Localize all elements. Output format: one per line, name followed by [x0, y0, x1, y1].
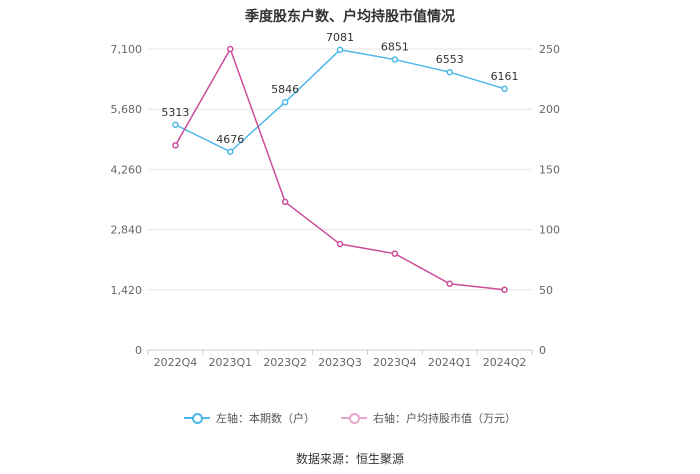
- left-series-point: [501, 85, 508, 93]
- data-label: 4676: [216, 133, 244, 146]
- data-label: 5313: [161, 106, 189, 119]
- y-left-tick-label: 5,680: [111, 103, 143, 116]
- y-left-tick-label: 7,100: [111, 43, 143, 56]
- left-series-point: [336, 46, 344, 54]
- right-series-point: [391, 250, 399, 257]
- data-label: 5846: [271, 83, 299, 96]
- y-left-tick-label: 1,420: [111, 284, 143, 297]
- legend-left-label: 左轴：本期数（户）: [216, 412, 315, 425]
- y-right-tick-label: 200: [539, 103, 560, 116]
- y-right-tick-label: 50: [539, 284, 553, 297]
- left-series-point: [227, 148, 234, 156]
- right-series-point: [281, 198, 289, 206]
- x-tick-label: 2024Q1: [428, 356, 472, 369]
- legend-item-left-series[interactable]: 左轴：本期数（户）: [184, 410, 315, 426]
- left-series-point: [391, 56, 399, 63]
- y-left-tick-label: 4,260: [111, 163, 143, 176]
- right-series-point: [446, 280, 453, 288]
- data-label: 6851: [381, 41, 409, 54]
- left-series-point: [172, 121, 179, 129]
- right-series-point: [172, 142, 179, 149]
- x-tick-label: 2022Q4: [154, 356, 198, 369]
- data-label: 6161: [491, 70, 519, 83]
- legend-right-swatch-icon: [341, 413, 367, 424]
- legend-item-right-series[interactable]: 右轴：户均持股市值（万元）: [341, 410, 516, 426]
- x-tick-label: 2023Q1: [208, 356, 252, 369]
- right-series-point: [336, 240, 344, 248]
- y-left-tick-label: 0: [135, 344, 142, 357]
- y-right-tick-label: 150: [539, 163, 560, 176]
- legend-left-swatch-icon: [184, 413, 210, 424]
- y-right-tick-label: 100: [539, 224, 560, 237]
- y-right-tick-label: 250: [539, 43, 560, 56]
- y-right-tick-label: 0: [539, 344, 546, 357]
- left-series-point: [281, 98, 289, 106]
- legend-right-label: 右轴：户均持股市值（万元）: [373, 412, 516, 425]
- y-left-tick-label: 2,840: [111, 224, 143, 237]
- data-source-note: 数据来源：恒生聚源: [295, 452, 404, 466]
- chart-legend: 左轴：本期数（户） 右轴：户均持股市值（万元）: [0, 410, 700, 426]
- right-series-point: [501, 286, 508, 294]
- right-series-point: [227, 45, 234, 53]
- x-tick-label: 2023Q4: [373, 356, 417, 369]
- chart-title: 季度股东户数、户均持股市值情况: [245, 9, 455, 25]
- data-label: 7081: [326, 31, 354, 44]
- left-series-point: [446, 68, 453, 76]
- data-label: 6553: [436, 53, 464, 66]
- x-tick-label: 2024Q2: [483, 356, 527, 369]
- x-tick-label: 2023Q3: [318, 356, 362, 369]
- x-tick-label: 2023Q2: [263, 356, 307, 369]
